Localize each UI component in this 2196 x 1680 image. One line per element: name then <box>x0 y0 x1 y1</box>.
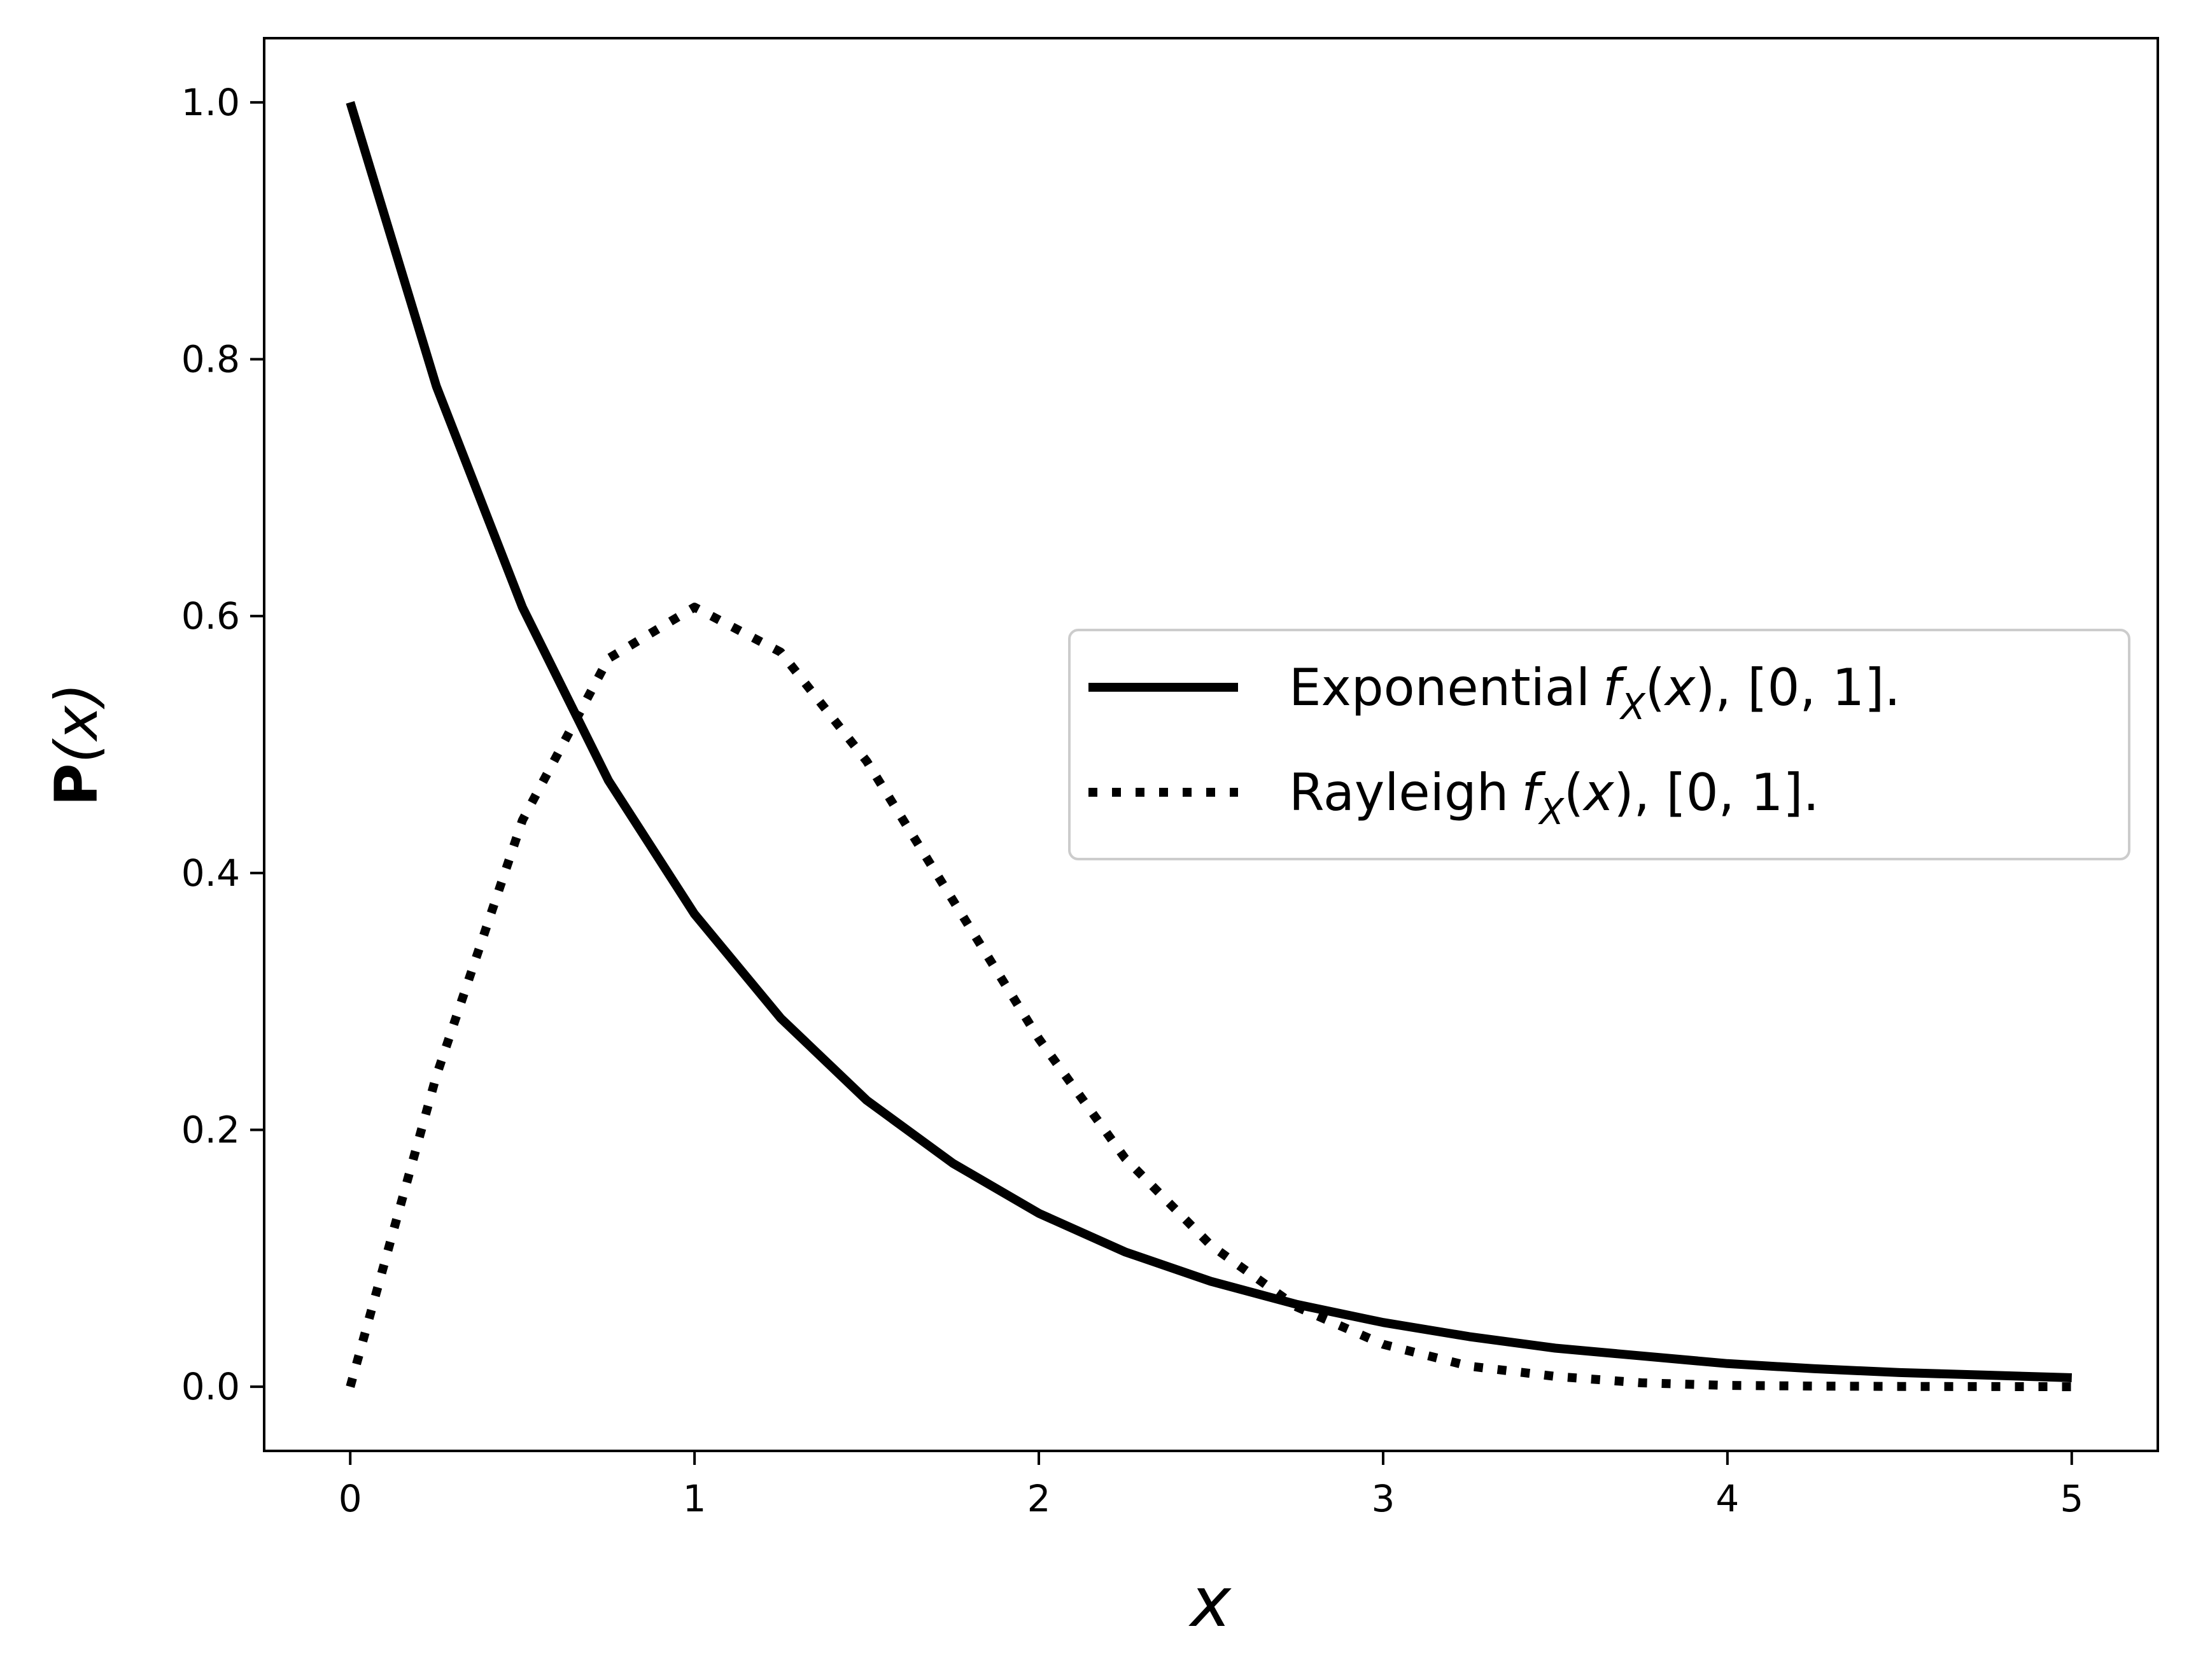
legend-label-rayleigh: Rayleigh fX(x), [0, 1]. <box>1289 763 1819 833</box>
y-tick-label: 0.0 <box>181 1365 240 1408</box>
y-axis-label: P(x) <box>43 683 111 806</box>
series-line-rayleigh <box>346 603 2072 1392</box>
legend-box <box>1068 629 2130 860</box>
legend-arg-rayleigh: (x), <box>1564 763 1666 822</box>
plot-frame <box>263 37 2159 1452</box>
legend-name-rayleigh: Rayleigh <box>1289 763 1509 822</box>
legend-sub-exponential: X <box>1619 687 1646 728</box>
series-layer <box>346 101 2073 1392</box>
y-tick-label: 0.8 <box>181 338 240 381</box>
y-tick-label: 0.6 <box>181 594 240 638</box>
legend-name-exponential: Exponential <box>1289 658 1590 717</box>
y-axis-label-rest: (x) <box>43 683 111 763</box>
legend: Exponential fX(x), [0, 1]. Rayleigh fX(x),… <box>1068 629 2130 860</box>
legend-range-exponential: [0, 1]. <box>1747 658 1901 717</box>
y-tick-label: 0.2 <box>181 1108 240 1151</box>
x-tick-label: 0 <box>339 1477 362 1520</box>
x-tick-label: 3 <box>1372 1477 1395 1520</box>
legend-sub-rayleigh: X <box>1538 792 1565 833</box>
y-axis-label-bold: P <box>43 763 111 806</box>
x-tick-label: 1 <box>683 1477 707 1520</box>
x-tick-label: 5 <box>2060 1477 2083 1520</box>
y-tick-label: 0.4 <box>181 851 240 895</box>
x-axis-label: x <box>1188 1563 1232 1642</box>
y-tick-label: 1.0 <box>181 81 240 124</box>
legend-range-rayleigh: [0, 1]. <box>1666 763 1820 822</box>
x-tick-label: 2 <box>1027 1477 1051 1520</box>
legend-arg-exponential: (x), <box>1645 658 1748 717</box>
tick-layer: 0 1 2 3 4 5 0.0 0.2 0.4 0.6 0.8 1.0 <box>181 81 2083 1520</box>
x-tick-label: 4 <box>1715 1477 1739 1520</box>
series-line-exponential <box>346 101 2073 1382</box>
